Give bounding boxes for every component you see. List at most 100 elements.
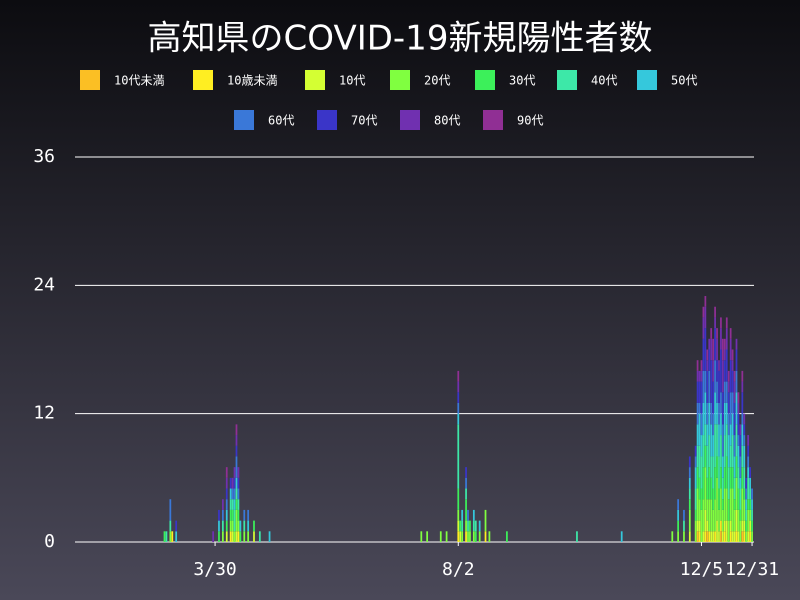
bar-segment (712, 338, 715, 361)
bar-segment (221, 520, 224, 532)
bar-segment (735, 338, 738, 350)
bar-segment (710, 499, 713, 532)
bar-segment (745, 520, 748, 532)
bar-segment (725, 349, 728, 382)
bar-segment (723, 349, 726, 361)
bar-segment (694, 520, 697, 542)
bar-segment (484, 509, 487, 532)
bar-segment (723, 435, 726, 468)
bar-segment (233, 477, 236, 489)
bar-segment (708, 338, 711, 350)
legend-label: 60代 (268, 114, 294, 128)
bar-segment (688, 488, 691, 500)
legend-label: 30代 (509, 74, 535, 88)
bar-segment (702, 317, 705, 339)
bar-segment (459, 520, 462, 532)
bar-segment (700, 381, 703, 414)
bar-segment (704, 424, 707, 446)
bar-segment (720, 520, 722, 532)
y-tick-label: 36 (33, 146, 55, 167)
bar-segment (743, 467, 746, 489)
bar-segment (714, 467, 716, 500)
legend-label: 40代 (591, 74, 617, 88)
bar-segment (733, 370, 736, 382)
bar-segment (700, 370, 703, 382)
bar-segment (704, 296, 707, 307)
bar-segment (749, 520, 751, 532)
bar-segment (175, 531, 178, 542)
bar-segment (233, 467, 236, 478)
bar-segment (733, 435, 736, 457)
bar-segment (457, 424, 460, 489)
bar-segment (229, 509, 232, 521)
bar-segment (235, 531, 238, 542)
bar-segment (229, 488, 232, 500)
bar-segment (735, 531, 738, 542)
bar-segment (677, 531, 679, 542)
bar-segment (723, 531, 726, 542)
bar-segment (720, 488, 722, 521)
bar-segment (751, 531, 753, 542)
bar-segment (749, 531, 751, 542)
bar-segment (745, 477, 748, 489)
bar-segment (683, 531, 685, 542)
bar-segment (706, 360, 709, 371)
bar-segment (741, 424, 744, 446)
bar-segment (239, 520, 242, 532)
bar-segment (729, 520, 732, 532)
bar-segment (729, 338, 732, 361)
bar-segment (237, 467, 240, 478)
bar-segment (225, 477, 228, 489)
bar-segment (698, 445, 701, 478)
bar-segment (694, 467, 697, 489)
bar-segment (729, 531, 732, 542)
bar-segment (457, 381, 460, 393)
bar-segment (745, 488, 748, 500)
bar-segment (708, 370, 711, 403)
bar-segment (714, 392, 716, 425)
bar-segment (243, 520, 246, 532)
bar-segment (747, 499, 750, 510)
bar-segment (229, 520, 232, 532)
bar-segment (243, 509, 246, 521)
bar-segment (714, 424, 716, 468)
bar-segment (731, 435, 734, 468)
bar-segment (472, 509, 475, 521)
bar-segment (737, 413, 740, 436)
bar-segment (233, 499, 236, 510)
bar-segment (461, 531, 464, 542)
bar-segment (720, 467, 722, 489)
bar-segment (751, 488, 753, 500)
bar-segment (457, 402, 460, 414)
bar-segment (704, 328, 707, 371)
bar-segment (706, 349, 709, 361)
bar-segment (743, 520, 746, 532)
bar-segment (745, 531, 748, 542)
legend-label: 70代 (351, 114, 377, 128)
bar-segment (694, 456, 697, 468)
bar-segment (704, 467, 707, 510)
bar-segment (706, 424, 709, 446)
bar-segment (218, 531, 220, 542)
bar-segment (716, 456, 718, 478)
bar-segment (712, 381, 715, 414)
bar-segment (729, 424, 732, 446)
bar-segment (729, 467, 732, 489)
bar-segment (723, 338, 726, 350)
bar-segment (712, 488, 715, 510)
bar-segment (704, 509, 707, 532)
bar-segment (171, 531, 174, 542)
bar-segment (739, 456, 742, 478)
bar-segment (700, 360, 703, 371)
bar-segment (714, 306, 716, 318)
bar-segment (221, 509, 224, 521)
bar-segment (696, 360, 699, 371)
legend-label: 50代 (671, 74, 697, 88)
bar-segment (751, 509, 753, 521)
bar-segment (165, 531, 168, 542)
bar-segment (229, 499, 232, 510)
bar-segment (235, 424, 238, 436)
bar-segment (688, 467, 691, 478)
